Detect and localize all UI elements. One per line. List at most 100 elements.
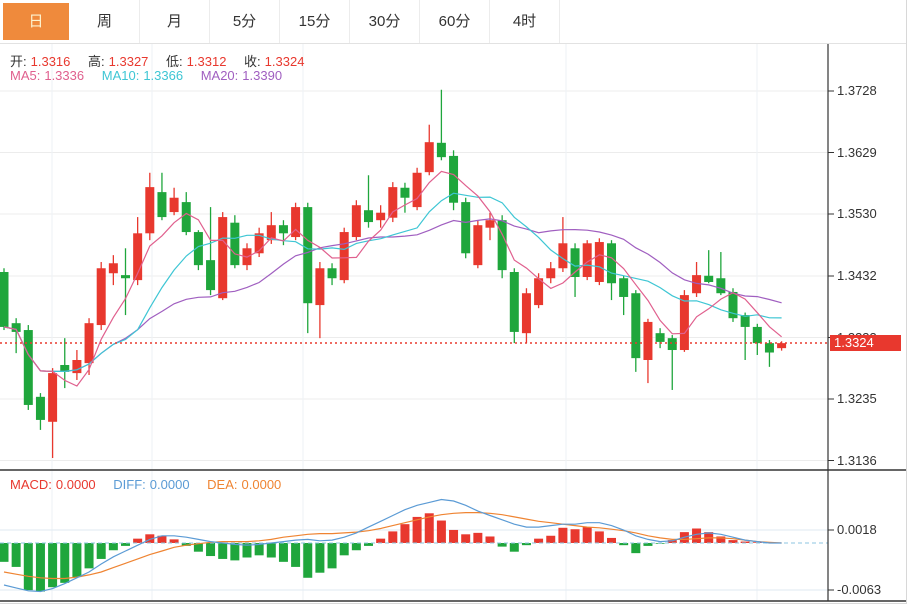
candle-body [35, 396, 45, 420]
macd-histogram-bar [546, 535, 556, 543]
candle-body [764, 343, 774, 353]
macd-histogram-bar [461, 534, 471, 543]
macd-axis-label: 0.0018 [837, 522, 877, 537]
ma5-value: 1.3336 [44, 68, 85, 83]
macd-histogram-bar [485, 536, 495, 543]
macd-histogram-bar [303, 543, 313, 578]
timeframe-tab-8[interactable]: 4时 [490, 0, 560, 43]
macd-histogram-bar [96, 543, 106, 559]
candle-body [643, 321, 653, 361]
open-value: 1.3316 [30, 54, 71, 69]
macd-histogram-bar [11, 543, 21, 567]
candle-body [692, 275, 702, 294]
candle-body [679, 295, 689, 351]
macd-histogram-bar [436, 520, 446, 543]
candle-body [461, 202, 471, 254]
ma-readout: MA5: 1.3336 MA10: 1.3366 MA20: 1.3390 [10, 68, 286, 83]
candle-body [84, 323, 94, 364]
price-axis-label: 1.3728 [837, 83, 877, 98]
candle-body [631, 293, 641, 359]
candle-body [607, 243, 616, 284]
candle-body [570, 248, 580, 277]
macd-histogram-bar [339, 543, 349, 556]
macd-histogram-bar [108, 543, 118, 551]
macd-histogram-bar [35, 543, 45, 592]
candle-body [424, 142, 434, 173]
diff-line [3, 498, 782, 593]
candle-body [145, 187, 155, 234]
candle-body [497, 220, 507, 271]
candle-body [315, 268, 325, 306]
open-label: 开: [10, 54, 27, 69]
timeframe-tab-3[interactable]: 月 [140, 0, 210, 43]
macd-label: MACD: [10, 477, 52, 492]
candle-body [72, 360, 82, 374]
timeframe-tab-6[interactable]: 30分 [350, 0, 420, 43]
candle-body [400, 187, 410, 198]
macd-histogram-bar [521, 543, 531, 546]
macd-histogram-bar [631, 543, 641, 554]
macd-histogram-bar [133, 538, 143, 543]
close-label: 收: [244, 54, 261, 69]
candle-body [11, 323, 21, 332]
macd-value: 0.0000 [55, 477, 96, 492]
ma5-label: MA5: [10, 68, 41, 83]
diff-value: 0.0000 [149, 477, 190, 492]
candle-body [96, 268, 106, 326]
timeframe-tab-1[interactable]: 日 [3, 3, 69, 40]
macd-histogram-bar [254, 543, 264, 556]
macd-histogram-bar [0, 543, 9, 562]
high-label: 高: [88, 54, 105, 69]
ma10-label: MA10: [101, 68, 140, 83]
candle-body [169, 197, 179, 213]
ma10-value: 1.3366 [143, 68, 184, 83]
macd-histogram-bar [607, 537, 616, 543]
timeframe-tab-5[interactable]: 15分 [280, 0, 350, 43]
price-axis-label: 1.3136 [837, 452, 877, 468]
macd-histogram-bar [449, 529, 459, 543]
low-label: 低: [166, 54, 183, 69]
candle-body [327, 268, 337, 279]
timeframe-tab-2[interactable]: 周 [70, 0, 140, 43]
candle-body [436, 142, 446, 158]
macd-histogram-bar [84, 543, 94, 569]
candle-body [582, 243, 592, 277]
macd-histogram-bar [23, 543, 33, 591]
macd-histogram-bar [740, 541, 750, 543]
candle-body [473, 225, 483, 266]
macd-histogram-bar [230, 543, 240, 561]
timeframe-tab-4[interactable]: 5分 [210, 0, 280, 43]
timeframe-tab-7[interactable]: 60分 [420, 0, 490, 43]
ma10-line [3, 192, 782, 372]
dea-label: DEA: [207, 477, 238, 492]
candle-body [716, 278, 726, 294]
macd-histogram-bar [473, 532, 483, 543]
candle-body [230, 222, 240, 266]
macd-histogram-bar [558, 527, 568, 543]
candle-body [509, 272, 519, 332]
macd-histogram-bar [570, 529, 580, 543]
macd-histogram-bar [364, 543, 373, 546]
candle-body [594, 242, 604, 282]
macd-histogram-bar [376, 538, 386, 543]
dea-line [3, 511, 782, 580]
macd-histogram-bar [582, 527, 592, 543]
candle-body [181, 202, 191, 233]
price-axis-label: 1.3235 [837, 391, 877, 406]
candle-body [667, 338, 677, 351]
candle-body [218, 217, 228, 299]
candle-body [619, 278, 629, 297]
candle-body [704, 275, 714, 282]
candle-body [206, 260, 216, 291]
candle-body [412, 172, 422, 208]
candle-body [449, 155, 459, 203]
candle-body [534, 278, 544, 306]
macd-readout: MACD: 0.0000 DIFF: 0.0000 DEA: 0.0000 [10, 477, 285, 492]
macd-histogram-bar [315, 543, 325, 573]
candle-body [121, 275, 130, 279]
macd-histogram-bar [181, 543, 191, 546]
price-axis-label: 1.3629 [837, 144, 877, 160]
candle-body [60, 364, 70, 372]
candle-body [521, 293, 531, 334]
